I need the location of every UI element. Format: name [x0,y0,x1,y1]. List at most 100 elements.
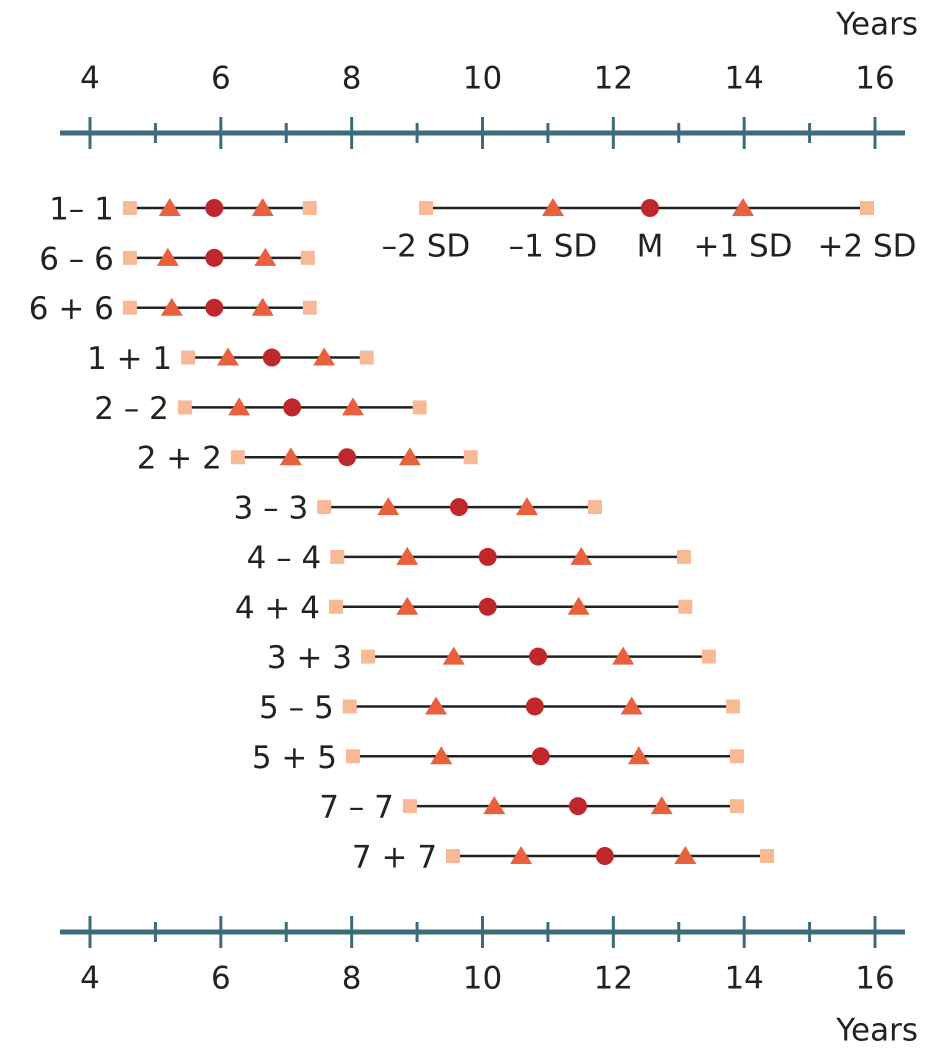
x-tick-label: 12 [594,961,633,997]
x-tick-label: 16 [855,961,894,997]
x-tick-label: 10 [463,961,502,997]
range-marker [361,649,376,664]
range-marker [328,599,343,614]
range-marker [676,549,691,564]
range-marker [122,250,137,265]
x-tick-label: 8 [342,61,362,97]
row-label: 5 + 5 [252,740,337,776]
range-marker [313,347,336,366]
range-marker [205,199,224,217]
range-marker [317,500,332,515]
range-marker [205,298,224,317]
row-label: 2 + 2 [137,441,222,477]
range-marker [442,646,465,665]
range-marker [283,398,302,417]
range-marker [377,497,400,516]
range-marker [674,846,697,864]
range-marker [569,797,588,816]
range-marker [650,796,673,815]
row-label: 3 + 3 [267,640,352,676]
legend-marker [732,198,754,216]
range-marker [300,250,315,265]
range-marker [342,699,357,714]
range-marker [430,746,453,765]
row-label: 1 + 1 [87,341,172,377]
legend-label: +1 SD [693,229,792,265]
range-marker [567,596,590,615]
x-axis-title-top: Years [835,7,918,43]
range-marker [463,450,478,465]
range-marker [160,297,183,316]
x-tick-label: 4 [80,61,100,97]
x-tick-label: 16 [855,61,894,97]
range-marker [251,297,274,316]
range-marker [515,497,538,516]
range-marker [230,450,245,465]
x-tick-label: 4 [80,961,100,997]
x-tick-label: 6 [211,61,231,97]
row-label: 4 – 4 [247,540,322,576]
legend-label: –1 SD [509,229,598,265]
row-label: 7 + 7 [352,840,437,876]
row-label: 3 – 3 [234,491,309,527]
row-label: 4 + 4 [235,590,320,626]
range-marker [510,846,533,864]
legend-label: +2 SD [817,229,916,265]
range-marker [177,400,192,415]
range-marker [726,699,741,714]
range-marker [251,198,274,216]
range-marker [279,447,302,466]
range-marker [262,348,281,367]
legend-marker [641,199,659,217]
range-marker [446,849,461,863]
range-marker [620,696,643,715]
range-marker [425,696,448,715]
legend-marker [542,198,564,216]
x-tick-label: 10 [463,61,502,97]
range-marker [449,498,468,517]
x-tick-label: 6 [211,961,231,997]
range-marker [330,549,345,564]
range-marker [478,597,497,616]
range-marker [678,599,693,614]
range-marker [122,300,137,315]
range-marker [302,201,317,215]
row-label: 6 + 6 [29,291,114,327]
legend-label: M [637,229,664,265]
row-label: 1– 1 [49,192,114,228]
row-label: 6 – 6 [39,241,114,277]
range-marker [205,248,224,267]
range-marker [122,201,137,215]
range-marker [595,847,614,865]
range-marker [483,796,506,815]
range-marker [181,350,196,365]
legend-marker [860,201,874,215]
range-marker [396,596,419,615]
range-marker [529,647,548,666]
range-marker [402,799,417,814]
range-marker [359,350,374,365]
range-marker [701,649,716,664]
x-axis-title-bottom: Years [835,1013,918,1049]
range-marker [156,247,179,266]
row-label: 5 – 5 [259,690,334,726]
range-marker [729,799,744,814]
range-marker [254,247,277,266]
x-tick-label: 14 [724,61,763,97]
range-marker [729,749,744,764]
range-marker [338,448,357,467]
x-tick-label: 8 [342,961,362,997]
row-label: 2 – 2 [94,391,169,427]
x-tick-label: 14 [724,961,763,997]
range-marker [228,397,251,416]
row-label: 7 – 7 [319,790,394,826]
range-marker [478,547,497,566]
legend-marker [419,201,433,215]
x-tick-label: 12 [594,61,633,97]
range-marker [217,347,240,366]
range-marker [760,849,775,863]
range-marker [396,546,419,565]
range-marker [570,546,593,565]
range-marker [525,697,544,716]
range-marker [588,500,603,515]
